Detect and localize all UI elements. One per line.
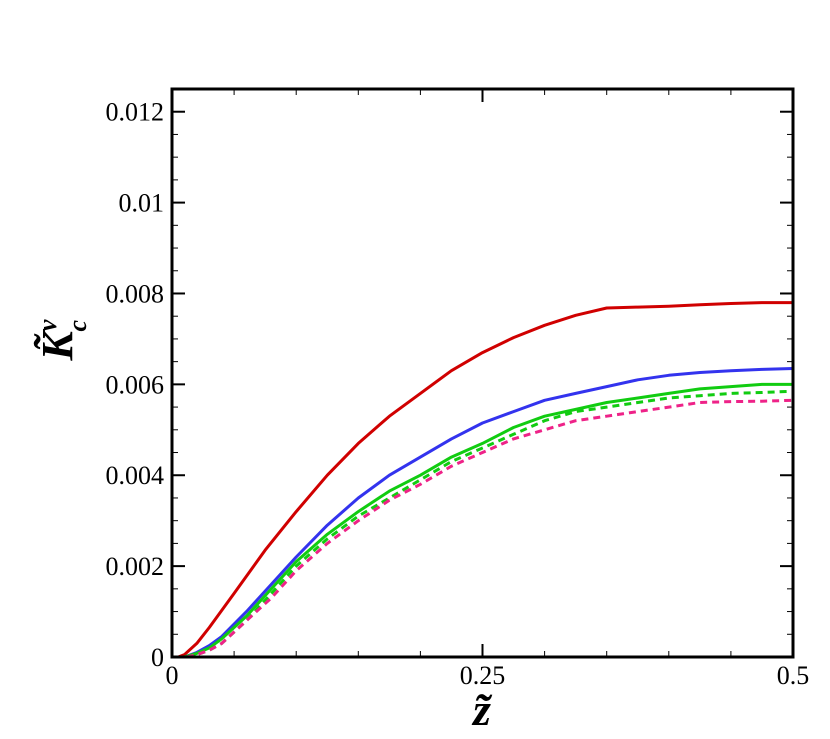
x-tick-label: 0.5 <box>777 661 810 690</box>
y-tick-label: 0.002 <box>106 552 165 581</box>
tick-labels: 0 0.25 0.5 0 0.002 0.004 0.006 0.008 0.01 0.012 <box>106 98 810 690</box>
series-line-1 <box>177 301 793 659</box>
series-group <box>177 301 794 659</box>
plot-frame <box>170 87 795 659</box>
x-tick-label: 0 <box>166 661 179 690</box>
x-tick-label: 0.25 <box>460 661 506 690</box>
y-axis-title-subscript: c <box>63 320 92 332</box>
y-axis-title: K̃vc <box>33 319 92 361</box>
y-tick-label: 0.01 <box>119 189 165 218</box>
y-tick-label: 0.006 <box>106 370 165 399</box>
y-axis-title-main: K̃ <box>33 328 82 361</box>
y-tick-label: 0.012 <box>106 98 165 127</box>
series-line-3 <box>183 382 793 659</box>
y-tick-label: 0 <box>151 643 164 672</box>
x-axis-title: z̃ <box>471 684 493 735</box>
series-line-5 <box>186 398 794 659</box>
y-tick-label: 0.004 <box>106 461 165 490</box>
y-axis-title-superscript: v <box>33 319 62 331</box>
series-line-4 <box>186 389 794 659</box>
series-line-2 <box>183 367 794 659</box>
y-tick-label: 0.008 <box>106 279 165 308</box>
